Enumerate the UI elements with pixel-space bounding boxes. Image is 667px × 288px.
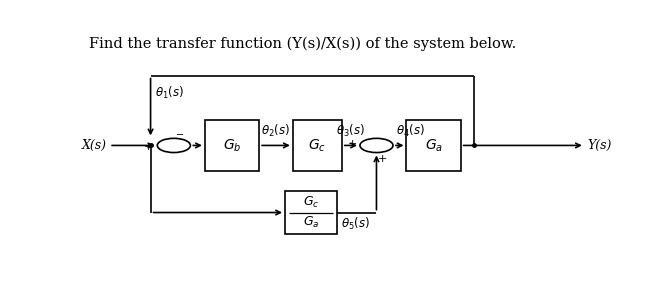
Text: $\theta_4(s)$: $\theta_4(s)$ [396,123,425,139]
Bar [205,120,259,171]
Text: $G_a$: $G_a$ [303,215,319,230]
Bar [406,120,461,171]
Text: Y(s): Y(s) [588,139,612,152]
Text: $\theta_3(s)$: $\theta_3(s)$ [336,123,366,139]
Text: $G_a$: $G_a$ [425,137,443,154]
Text: X(s): X(s) [81,139,107,152]
Text: Find the transfer function (Y(s)/X(s)) of the system below.: Find the transfer function (Y(s)/X(s)) o… [89,37,516,51]
Bar [293,120,342,171]
Bar [285,191,337,234]
Text: +: + [144,141,153,151]
Text: $G_b$: $G_b$ [223,137,241,154]
Text: +: + [348,139,357,149]
Text: $G_c$: $G_c$ [308,137,326,154]
Text: $\theta_5(s)$: $\theta_5(s)$ [341,216,370,232]
Text: $\theta_2(s)$: $\theta_2(s)$ [261,123,290,139]
Text: +: + [378,154,388,164]
Text: $G_c$: $G_c$ [303,195,319,210]
Text: $\theta_1(s)$: $\theta_1(s)$ [155,84,184,101]
Text: $-$: $-$ [175,128,185,138]
